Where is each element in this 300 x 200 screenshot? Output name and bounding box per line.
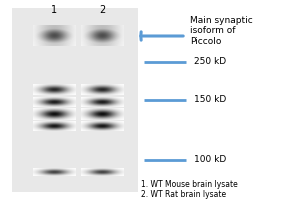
Bar <box>12 8 138 192</box>
Text: 1: 1 <box>51 5 57 15</box>
Text: 250 kD: 250 kD <box>194 58 226 66</box>
Text: 100 kD: 100 kD <box>194 156 226 164</box>
Text: Main synaptic
isoform of
Piccolo: Main synaptic isoform of Piccolo <box>190 16 253 46</box>
Text: 1. WT Mouse brain lysate
2. WT Rat brain lysate: 1. WT Mouse brain lysate 2. WT Rat brain… <box>141 180 238 199</box>
Text: 150 kD: 150 kD <box>194 96 226 104</box>
Text: 2: 2 <box>99 5 105 15</box>
